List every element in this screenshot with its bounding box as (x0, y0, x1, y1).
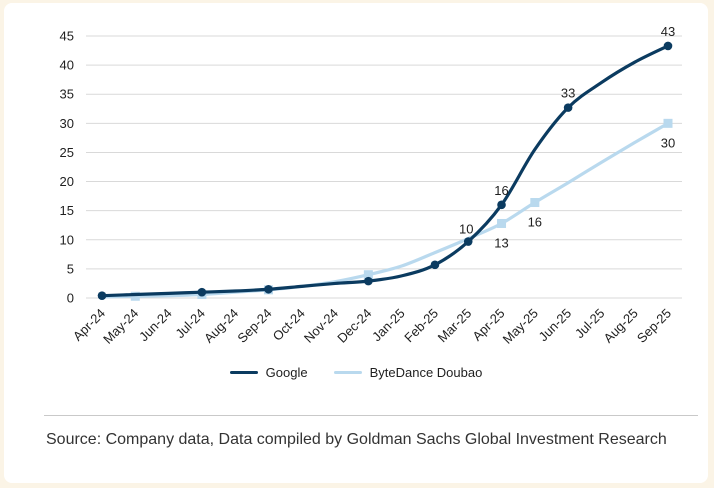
data-label-google: 33 (561, 86, 575, 101)
data-point-google (497, 200, 506, 210)
x-tick-label: Dec-24 (334, 306, 374, 346)
series-line-google (100, 44, 670, 298)
y-tick-label: 15 (60, 203, 74, 218)
x-tick-label: May-25 (500, 306, 541, 347)
data-point-google (364, 276, 373, 286)
line-chart: 051015202530354045Apr-24May-24Jun-24Jul-… (60, 24, 682, 347)
legend-swatch-google (229, 371, 258, 374)
data-point-bytedance (497, 218, 507, 228)
x-tick-label: Sep-25 (634, 306, 674, 346)
y-tick-label: 20 (60, 174, 74, 189)
legend-item-bytedance: ByteDance Doubao (333, 365, 483, 380)
x-tick-label: Feb-25 (401, 306, 441, 346)
legend-label-bytedance: ByteDance Doubao (369, 365, 483, 380)
data-point-google (430, 260, 440, 270)
y-tick-label: 5 (67, 261, 74, 276)
data-label-google: 43 (661, 24, 675, 39)
data-point-google (563, 103, 573, 112)
y-tick-label: 45 (60, 29, 74, 44)
legend-item-google: Google (229, 365, 308, 380)
data-label-bytedance: 13 (494, 235, 508, 250)
x-tick-label: Nov-24 (301, 306, 341, 346)
y-tick-label: 30 (60, 116, 74, 131)
x-tick-label: Jun-25 (536, 306, 575, 345)
x-tick-label: Aug-24 (201, 306, 241, 346)
data-point-bytedance (530, 198, 540, 208)
x-tick-label: Sep-24 (234, 306, 274, 346)
data-point-google (463, 237, 473, 246)
data-point-bytedance (663, 118, 673, 128)
data-label-bytedance: 16 (528, 215, 542, 230)
x-tick-label: Oct-24 (270, 306, 308, 344)
y-tick-label: 35 (60, 87, 74, 102)
series-line-bytedance (100, 121, 670, 299)
y-tick-label: 40 (60, 58, 74, 73)
data-label-google: 16 (494, 183, 508, 198)
divider (44, 415, 698, 416)
y-tick-label: 10 (60, 232, 74, 247)
x-tick-label: Jan-25 (369, 306, 408, 345)
x-tick-label: Mar-25 (435, 306, 475, 346)
data-point-bytedance (363, 270, 373, 280)
legend-label-google: Google (265, 365, 308, 380)
y-tick-label: 25 (60, 145, 74, 160)
y-tick-label: 0 (67, 291, 74, 306)
data-label-google: 10 (459, 222, 473, 237)
data-label-bytedance: 30 (661, 135, 675, 150)
x-tick-label: Aug-25 (601, 306, 641, 346)
data-point-google (197, 287, 207, 297)
x-tick-label: May-24 (100, 306, 141, 347)
x-tick-label: Jun-24 (136, 306, 175, 345)
data-point-google (264, 284, 273, 294)
source-note: Source: Company data, Data compiled by G… (46, 431, 667, 448)
chart-card: 0 5 10 15 20 25 30 35 40 45 Apr-24 May-24 Jun-24 Jul-… (4, 3, 708, 483)
chart-legend: Google ByteDance Doubao (4, 365, 708, 380)
legend-swatch-bytedance (333, 371, 362, 374)
data-point-bytedance (130, 291, 140, 301)
data-point-google (663, 41, 673, 51)
data-point-google (97, 291, 107, 300)
